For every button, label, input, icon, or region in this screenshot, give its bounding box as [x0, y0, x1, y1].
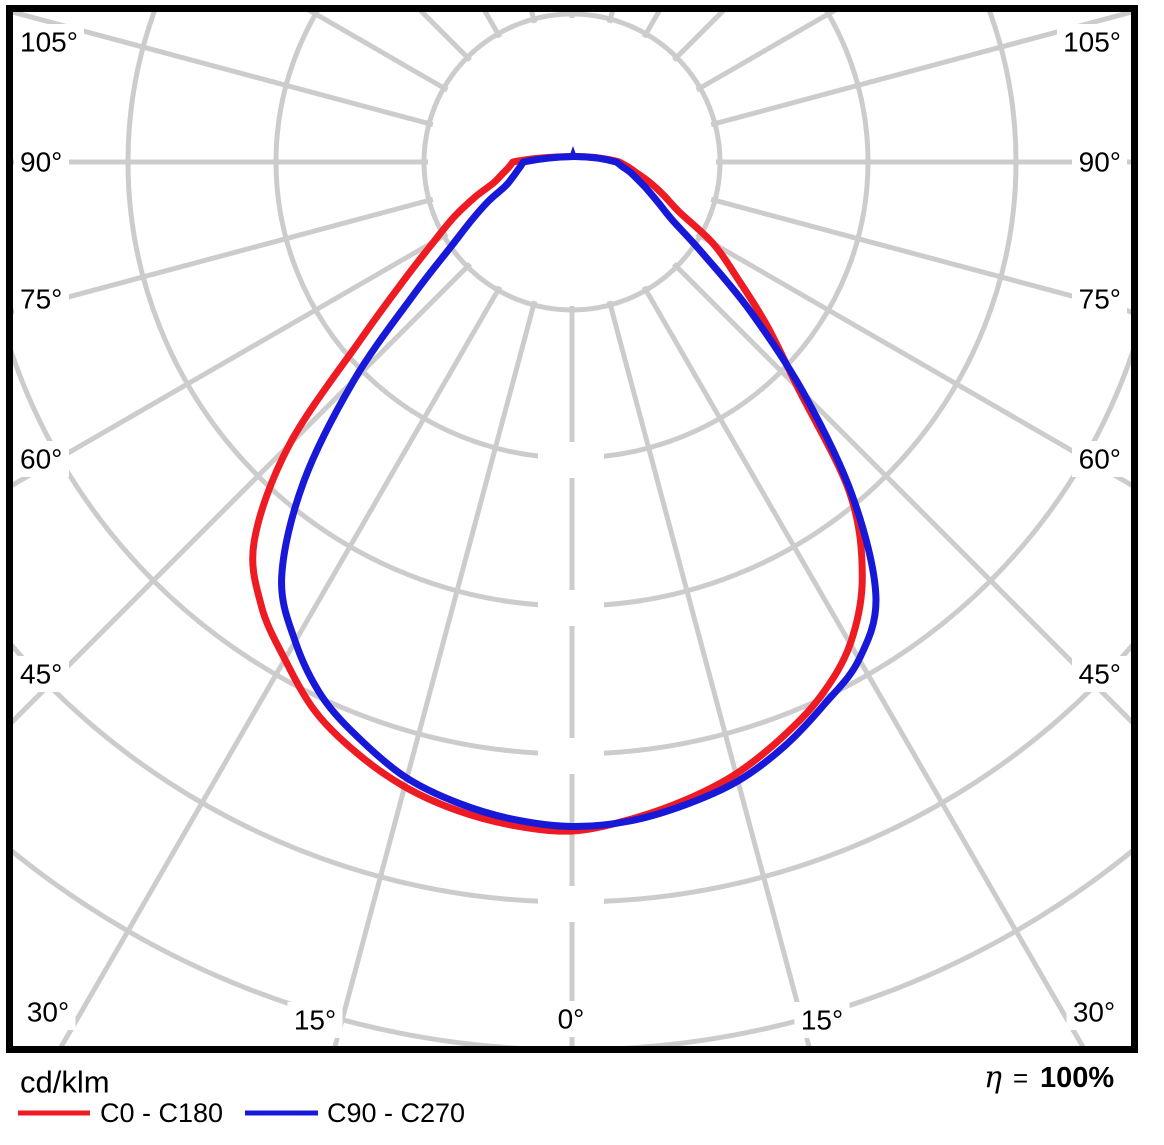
curve-c0-c180 [249, 153, 866, 835]
angle-label-bg [14, 281, 69, 317]
eta-symbol: η [984, 1061, 1002, 1096]
axis-gap-mask [538, 886, 604, 922]
angle-label-bg [20, 994, 76, 1030]
angle-label: 45° [20, 659, 62, 690]
angle-label-bg [1072, 441, 1127, 477]
angle-label: 15° [294, 1005, 336, 1036]
angle-label-bg [551, 1001, 591, 1037]
angle-label-bg [1072, 281, 1127, 317]
efficiency-value: 100% [1040, 1062, 1114, 1094]
footer: cd/klm C0 - C180 C90 - C270 η = 100% [18, 1061, 1114, 1128]
grid-ray [332, 300, 538, 1046]
angle-label: 15° [801, 1005, 843, 1036]
grid-circle [13, 349, 1131, 757]
apex-spike [568, 146, 578, 160]
grid-ray [13, 262, 472, 725]
legend-label-c0-c180: C0 - C180 [100, 1098, 223, 1128]
legend: C0 - C180 C90 - C270 [18, 1098, 465, 1128]
legend-label-c90-c270: C90 - C270 [327, 1098, 465, 1128]
angle-label-bg [1066, 994, 1122, 1030]
grid-ray [710, 196, 1131, 315]
equals-sign: = [1013, 1063, 1028, 1093]
angle-label: 0° [558, 1004, 585, 1035]
chart-border [6, 5, 1138, 1053]
angle-label-bg [1057, 24, 1127, 60]
angle-label-bg [1072, 144, 1127, 180]
angle-labels: 105° 90° 75° 60° 45° 105° 90° 75° 60° 45° 30° 15° 0°… [14, 24, 1127, 1038]
angle-label-bg [14, 656, 69, 692]
grid-ray [695, 231, 1131, 488]
intensity-curves [249, 146, 880, 835]
angle-label: 60° [20, 444, 62, 475]
grid-ray [606, 300, 812, 1046]
angle-label: 90° [1079, 147, 1121, 178]
angle-label-bg [14, 441, 69, 477]
grid-ray [641, 285, 1086, 1046]
angle-label-bg [14, 24, 84, 60]
angle-label: 30° [1073, 997, 1115, 1028]
grid-ray [13, 196, 434, 315]
angle-label: 60° [1079, 444, 1121, 475]
angle-label: 75° [1079, 284, 1121, 315]
axis-gap-mask [538, 590, 604, 626]
units-label: cd/klm [20, 1065, 110, 1100]
grid-ray [13, 12, 434, 128]
angle-label: 45° [1079, 659, 1121, 690]
angle-label: 75° [20, 284, 62, 315]
grid-ray [710, 12, 1131, 128]
efficiency-label: η = 100% [984, 1061, 1114, 1096]
axis-gap-masks [538, 442, 604, 922]
axis-gap-mask [538, 442, 604, 478]
curve-c90-c270 [278, 153, 880, 831]
angle-label-bg [1072, 656, 1127, 692]
grid-ray [58, 285, 503, 1046]
angle-label: 105° [1063, 27, 1121, 58]
angle-label-bg [287, 1002, 343, 1038]
axis-gap-mask [538, 738, 604, 774]
angle-label-bg [14, 144, 69, 180]
angle-label-bg [794, 1002, 850, 1038]
grid-ray [13, 231, 449, 488]
angle-label: 90° [20, 147, 62, 178]
angle-label: 105° [20, 27, 78, 58]
angle-label: 30° [27, 997, 69, 1028]
